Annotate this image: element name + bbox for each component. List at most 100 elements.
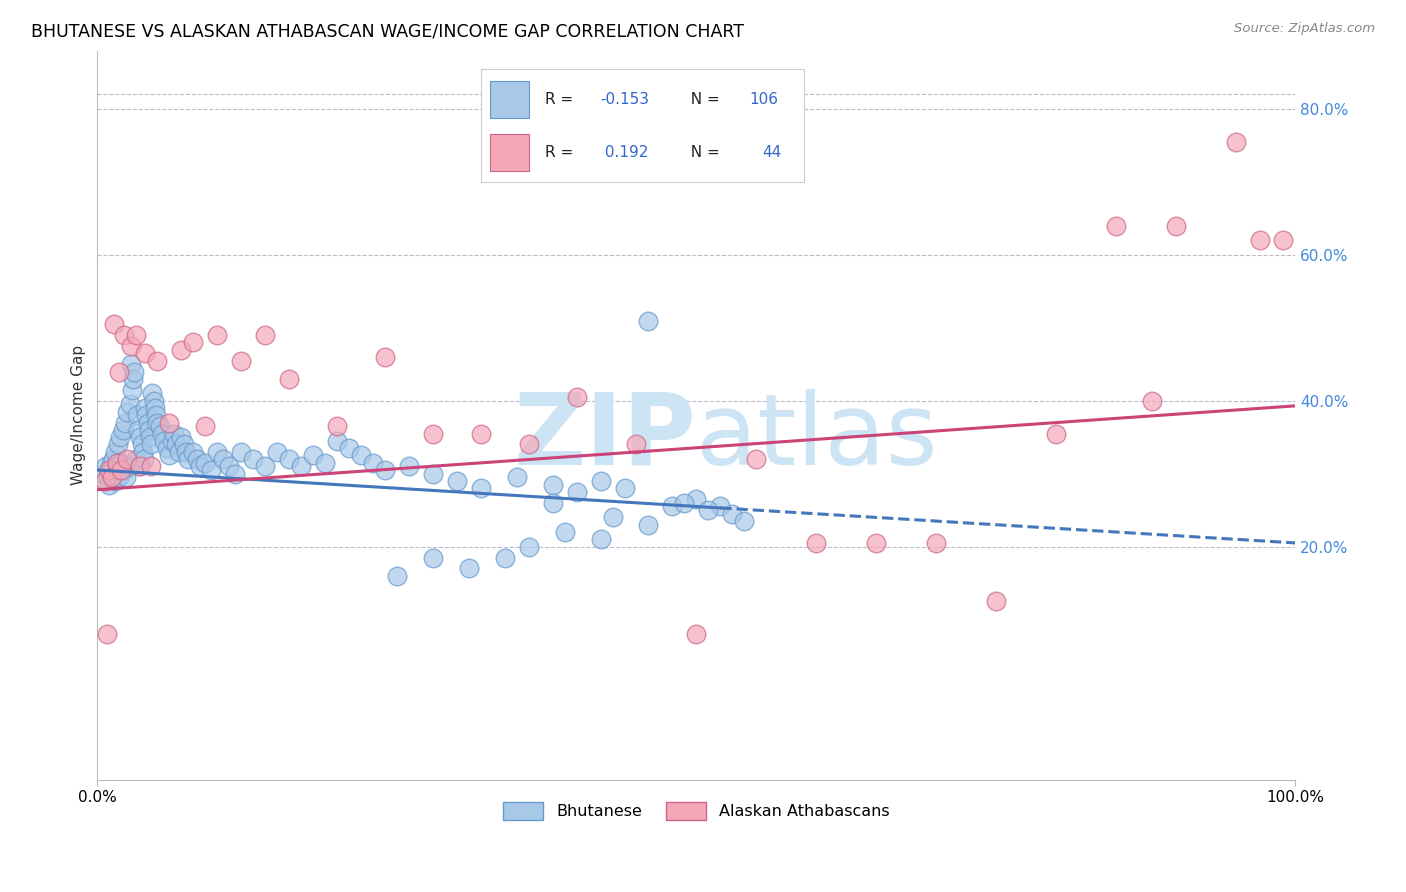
Point [326, 419, 349, 434]
Point [112, 463, 135, 477]
Point [212, 452, 235, 467]
Point [205, 328, 228, 343]
Point [107, 437, 129, 451]
Point [589, 474, 612, 488]
Point [1249, 233, 1271, 247]
Point [1225, 135, 1247, 149]
Point [278, 452, 301, 467]
Point [100, 456, 122, 470]
Text: atlas: atlas [696, 389, 938, 486]
Point [110, 456, 132, 470]
Point [374, 350, 396, 364]
Point [142, 393, 165, 408]
Point [128, 459, 150, 474]
Point [139, 430, 162, 444]
Point [115, 470, 138, 484]
Point [984, 594, 1007, 608]
Point [224, 467, 246, 481]
Point [517, 437, 540, 451]
Point [153, 434, 176, 448]
Point [374, 463, 396, 477]
Point [541, 477, 564, 491]
Point [114, 416, 136, 430]
Point [157, 416, 180, 430]
Text: ZIP: ZIP [513, 389, 696, 486]
Point [125, 452, 148, 467]
Point [160, 434, 183, 448]
Point [141, 386, 163, 401]
Point [132, 444, 155, 458]
Point [290, 459, 312, 474]
Point [112, 328, 135, 343]
Point [98, 477, 121, 491]
Point [229, 353, 252, 368]
Point [129, 430, 152, 444]
Point [157, 449, 180, 463]
Point [470, 481, 492, 495]
Point [131, 437, 153, 451]
Point [589, 533, 612, 547]
Y-axis label: Wage/Income Gap: Wage/Income Gap [72, 345, 86, 485]
Point [177, 452, 200, 467]
Point [505, 470, 527, 484]
Point [111, 423, 134, 437]
Point [422, 550, 444, 565]
Point [104, 474, 127, 488]
Point [120, 339, 142, 353]
Point [302, 449, 325, 463]
Point [94, 459, 117, 474]
Point [673, 496, 696, 510]
Point [350, 449, 373, 463]
Point [134, 401, 156, 415]
Point [565, 484, 588, 499]
Point [156, 441, 179, 455]
Point [117, 459, 139, 474]
Point [446, 474, 468, 488]
Point [1045, 426, 1067, 441]
Point [98, 463, 121, 477]
Point [118, 397, 141, 411]
Point [733, 514, 755, 528]
Point [134, 346, 156, 360]
Point [136, 416, 159, 430]
Point [125, 409, 148, 423]
Point [218, 459, 240, 474]
Point [314, 456, 336, 470]
Point [541, 496, 564, 510]
Point [254, 328, 277, 343]
Point [170, 343, 193, 357]
Point [186, 452, 208, 467]
Point [685, 627, 707, 641]
Point [685, 492, 707, 507]
Point [122, 372, 145, 386]
Point [422, 426, 444, 441]
Point [565, 390, 588, 404]
Point [146, 353, 169, 368]
Point [194, 456, 217, 470]
Point [117, 405, 139, 419]
Point [398, 459, 420, 474]
Point [146, 416, 169, 430]
Point [127, 423, 149, 437]
Point [138, 423, 160, 437]
Point [141, 459, 163, 474]
Point [104, 444, 127, 458]
Point [120, 357, 142, 371]
Point [93, 474, 115, 488]
Point [101, 452, 124, 467]
Point [554, 524, 576, 539]
Point [229, 444, 252, 458]
Point [141, 437, 163, 451]
Point [1105, 219, 1128, 233]
Point [337, 441, 360, 455]
Point [170, 430, 193, 444]
Point [326, 434, 349, 448]
Point [806, 536, 828, 550]
Point [1272, 233, 1295, 247]
Point [108, 430, 131, 444]
Point [637, 313, 659, 327]
Point [121, 383, 143, 397]
Point [200, 463, 222, 477]
Point [470, 426, 492, 441]
Point [103, 317, 125, 331]
